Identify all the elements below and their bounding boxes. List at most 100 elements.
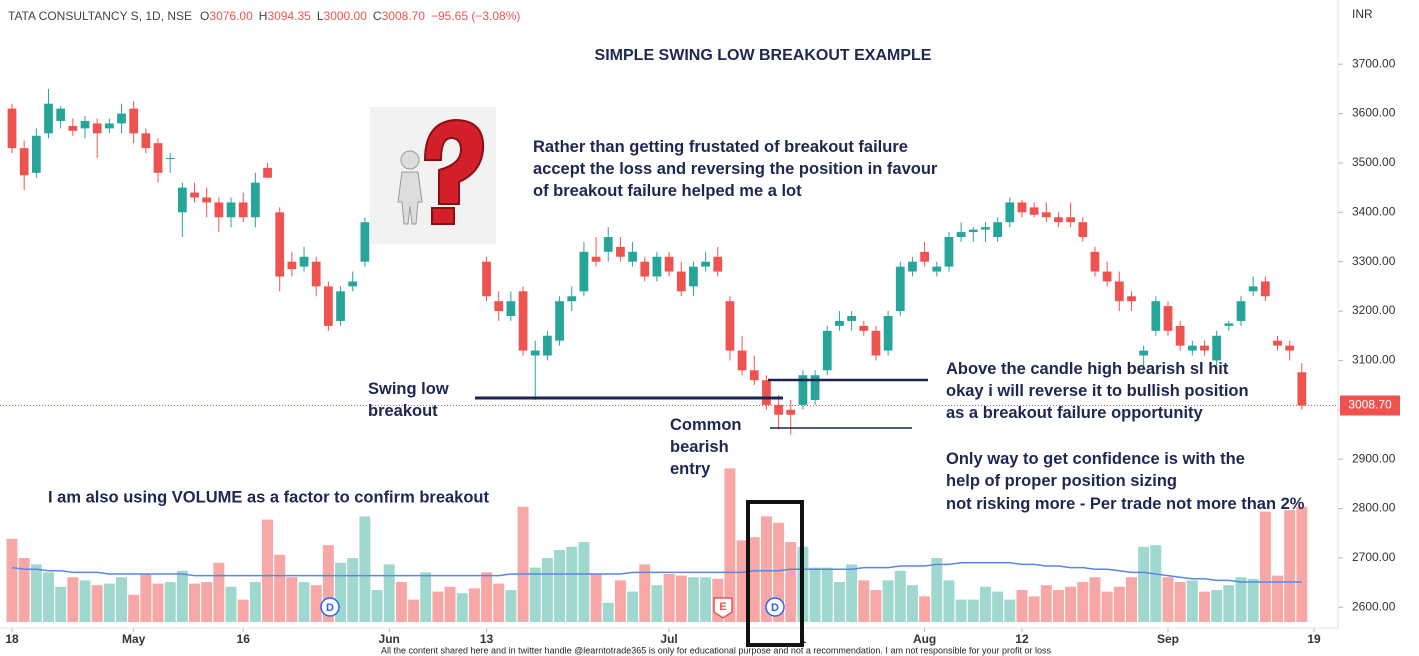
volume-bar bbox=[870, 590, 882, 622]
ohlc-value: 3000.00 bbox=[324, 9, 368, 23]
volume-bar bbox=[189, 583, 200, 622]
candle-body bbox=[603, 237, 613, 252]
volume-bar bbox=[432, 591, 444, 622]
volume-bar bbox=[517, 506, 529, 622]
ohlc-label: L bbox=[317, 9, 324, 23]
x-tick-label: 12 bbox=[1015, 632, 1029, 646]
footer: All the content shared here and in twitt… bbox=[381, 645, 1052, 655]
candle-body bbox=[579, 251, 589, 292]
note-line: as a breakout failure opportunity bbox=[946, 404, 1204, 422]
candle-body bbox=[956, 232, 966, 237]
volume-bar bbox=[1004, 599, 1016, 622]
note-line: breakout bbox=[368, 402, 438, 420]
candle-body bbox=[1127, 296, 1136, 302]
volume-bar bbox=[614, 580, 626, 622]
candle-layer bbox=[7, 88, 1307, 435]
ohlc-value: 3008.70 bbox=[382, 9, 426, 23]
volume-bar bbox=[335, 562, 347, 622]
volume-note: I am also using VOLUME as a factor to co… bbox=[48, 488, 490, 506]
volume-bar bbox=[201, 582, 213, 622]
note-line: Rather than getting frustated of breakou… bbox=[533, 138, 908, 156]
volume-bar bbox=[456, 593, 468, 622]
candle-body bbox=[591, 256, 601, 262]
candle-body bbox=[92, 123, 102, 134]
header: TATA CONSULTANCY S, 1D, NSE O3076.00 H3094… bbox=[8, 9, 520, 23]
candle-body bbox=[1078, 222, 1088, 237]
volume-bar bbox=[1077, 582, 1089, 622]
volume-bar bbox=[140, 574, 152, 622]
volume-bar bbox=[992, 591, 1004, 622]
axes-layer: 2600.002700.002800.002900.003000.003100.… bbox=[0, 56, 1400, 646]
candle-body bbox=[908, 261, 917, 272]
volume-bar bbox=[541, 558, 553, 622]
volume-bar bbox=[1259, 511, 1271, 622]
candle-body bbox=[786, 409, 796, 415]
volume-bar bbox=[821, 567, 833, 622]
candle-body bbox=[1102, 271, 1112, 282]
volume-bar bbox=[274, 554, 286, 622]
x-tick-label: 13 bbox=[480, 632, 494, 646]
candle-body bbox=[993, 222, 1003, 237]
last-price-label: 3008.70 bbox=[1348, 398, 1392, 412]
volume-bar bbox=[529, 567, 541, 622]
volume-bar bbox=[955, 599, 967, 622]
ohlc-label: H bbox=[259, 9, 268, 23]
candle-body bbox=[810, 375, 820, 400]
volume-bar bbox=[578, 542, 590, 622]
volume-bar bbox=[858, 580, 870, 622]
x-tick-label: Jun bbox=[379, 632, 400, 646]
volume-bar bbox=[1016, 590, 1028, 622]
candle-body bbox=[567, 296, 577, 302]
volume-bar bbox=[6, 538, 18, 622]
ohlc-label: O bbox=[200, 9, 209, 23]
candle-body bbox=[822, 330, 832, 371]
y-tick-label: 3700.00 bbox=[1352, 56, 1396, 70]
volume-bar bbox=[1199, 591, 1210, 622]
candle-body bbox=[847, 316, 856, 321]
candle-body bbox=[543, 335, 552, 356]
volume-bar bbox=[590, 574, 602, 622]
volume-highlight-box bbox=[746, 500, 804, 647]
candle-body bbox=[202, 197, 212, 203]
note-line: of breakout failure helped me a lot bbox=[533, 182, 802, 200]
candle-body bbox=[871, 330, 881, 356]
volume-bar bbox=[967, 599, 979, 622]
y-tick-label: 2600.00 bbox=[1352, 599, 1396, 613]
volume-bar bbox=[1296, 506, 1308, 622]
note-line: entry bbox=[670, 460, 711, 478]
y-tick-label: 3300.00 bbox=[1352, 254, 1396, 268]
candle-body bbox=[774, 404, 783, 415]
candle-body bbox=[31, 135, 41, 173]
volume-bar bbox=[663, 574, 675, 622]
event-circle bbox=[765, 597, 785, 617]
candle-body bbox=[981, 227, 990, 230]
swing-low-note: Swing low breakout bbox=[368, 380, 453, 420]
volume-bar bbox=[554, 550, 566, 622]
note-line: bearish bbox=[670, 438, 729, 456]
candle-body bbox=[883, 316, 893, 351]
candle-body bbox=[664, 256, 674, 272]
y-tick-label: 2700.00 bbox=[1352, 550, 1396, 564]
note-line: Only way to get confidence is with the bbox=[946, 450, 1245, 468]
volume-bar bbox=[1162, 577, 1174, 622]
volume-bar bbox=[943, 580, 955, 622]
volume-bar bbox=[919, 596, 931, 622]
note-line: accept the loss and reversing the positi… bbox=[533, 160, 938, 178]
volume-bar bbox=[639, 564, 651, 622]
candle-body bbox=[214, 202, 224, 218]
volume-bar bbox=[91, 585, 103, 622]
candle-body bbox=[530, 350, 540, 356]
event-marker: D bbox=[320, 597, 340, 617]
y-tick-label: 3400.00 bbox=[1352, 204, 1396, 218]
volume-bar bbox=[1089, 577, 1101, 622]
volume-bar bbox=[371, 590, 383, 622]
candle-body bbox=[1041, 212, 1051, 218]
candle-body bbox=[1297, 372, 1307, 406]
candle-body bbox=[360, 222, 370, 262]
candle-body bbox=[506, 301, 516, 316]
x-tick-label: Sep bbox=[1157, 632, 1179, 646]
volume-bar bbox=[1174, 582, 1186, 622]
x-tick-label: Aug bbox=[913, 632, 936, 646]
volume-bar bbox=[1272, 575, 1283, 622]
candle-body bbox=[798, 375, 808, 405]
